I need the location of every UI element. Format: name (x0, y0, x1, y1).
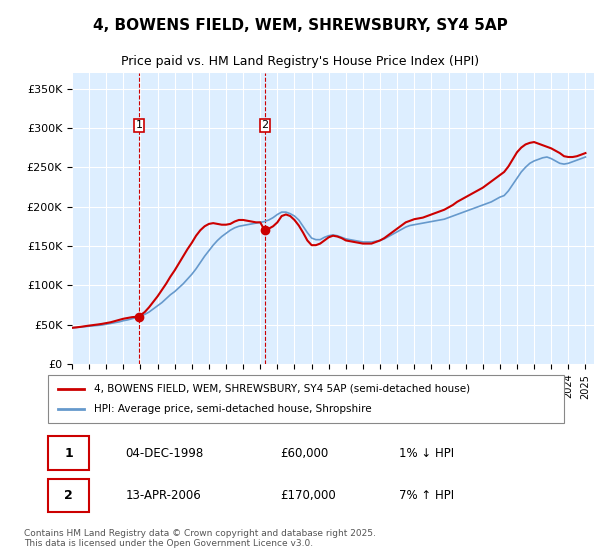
Text: £60,000: £60,000 (280, 446, 328, 460)
FancyBboxPatch shape (48, 479, 89, 512)
Text: 04-DEC-1998: 04-DEC-1998 (125, 446, 203, 460)
Text: 13-APR-2006: 13-APR-2006 (125, 489, 201, 502)
FancyBboxPatch shape (48, 375, 564, 423)
Text: 2: 2 (262, 120, 269, 130)
Text: £170,000: £170,000 (280, 489, 336, 502)
Text: 1: 1 (64, 446, 73, 460)
Text: 1% ↓ HPI: 1% ↓ HPI (399, 446, 454, 460)
Text: Price paid vs. HM Land Registry's House Price Index (HPI): Price paid vs. HM Land Registry's House … (121, 55, 479, 68)
FancyBboxPatch shape (48, 436, 89, 470)
Text: 7% ↑ HPI: 7% ↑ HPI (399, 489, 454, 502)
Text: 4, BOWENS FIELD, WEM, SHREWSBURY, SY4 5AP (semi-detached house): 4, BOWENS FIELD, WEM, SHREWSBURY, SY4 5A… (94, 384, 470, 394)
Text: 4, BOWENS FIELD, WEM, SHREWSBURY, SY4 5AP: 4, BOWENS FIELD, WEM, SHREWSBURY, SY4 5A… (92, 18, 508, 33)
Text: HPI: Average price, semi-detached house, Shropshire: HPI: Average price, semi-detached house,… (94, 404, 372, 414)
Text: 2: 2 (64, 489, 73, 502)
Text: 1: 1 (136, 120, 143, 130)
Text: Contains HM Land Registry data © Crown copyright and database right 2025.
This d: Contains HM Land Registry data © Crown c… (24, 529, 376, 548)
